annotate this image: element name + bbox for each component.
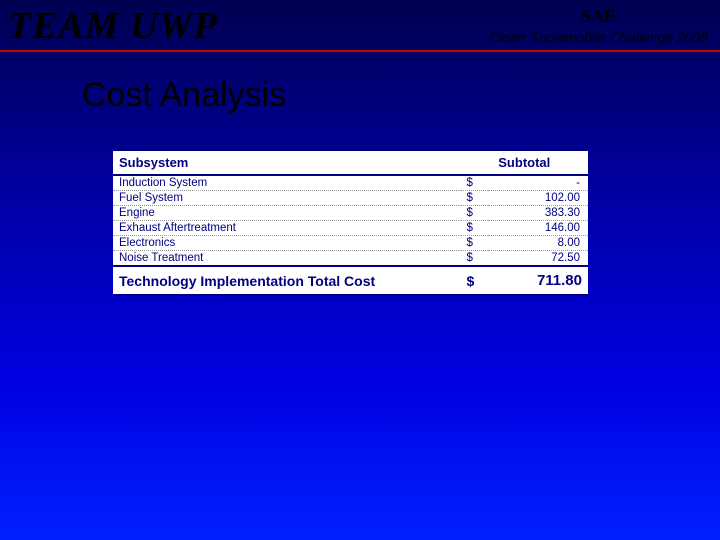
currency-symbol: $: [461, 191, 489, 206]
table-row: Electronics $ 8.00: [113, 236, 588, 251]
table-row: Fuel System $ 102.00: [113, 191, 588, 206]
cost-table: Subsystem Subtotal Induction System $ - …: [113, 149, 588, 296]
table-row: Noise Treatment $ 72.50: [113, 251, 588, 267]
table-total-row: Technology Implementation Total Cost $ 7…: [113, 266, 588, 295]
table-row: Induction System $ -: [113, 175, 588, 191]
row-amount: 8.00: [488, 236, 588, 251]
total-label: Technology Implementation Total Cost: [113, 266, 461, 295]
row-amount: 102.00: [488, 191, 588, 206]
row-amount: 72.50: [488, 251, 588, 267]
col-subtotal: Subtotal: [461, 150, 588, 175]
table-row: Exhaust Aftertreatment $ 146.00: [113, 221, 588, 236]
challenge-label: Clean Snowmobile Challenge 2005: [489, 29, 708, 45]
total-amount: 711.80: [488, 266, 588, 295]
currency-symbol: $: [461, 266, 489, 295]
currency-symbol: $: [461, 251, 489, 267]
row-name: Fuel System: [113, 191, 461, 206]
table-header-row: Subsystem Subtotal: [113, 150, 588, 175]
cost-table-container: Subsystem Subtotal Induction System $ - …: [113, 149, 588, 296]
row-name: Induction System: [113, 175, 461, 191]
row-name: Exhaust Aftertreatment: [113, 221, 461, 236]
col-subsystem: Subsystem: [113, 150, 461, 175]
header-right: SAE Clean Snowmobile Challenge 2005: [489, 4, 708, 45]
currency-symbol: $: [461, 221, 489, 236]
team-title: TEAM UWP: [8, 4, 218, 48]
row-name: Engine: [113, 206, 461, 221]
row-name: Electronics: [113, 236, 461, 251]
header-bar: TEAM UWP SAE Clean Snowmobile Challenge …: [0, 0, 720, 52]
currency-symbol: $: [461, 236, 489, 251]
currency-symbol: $: [461, 206, 489, 221]
row-amount: -: [488, 175, 588, 191]
slide-title: Cost Analysis: [82, 76, 720, 115]
row-amount: 383.30: [488, 206, 588, 221]
row-name: Noise Treatment: [113, 251, 461, 267]
currency-symbol: $: [461, 175, 489, 191]
table-row: Engine $ 383.30: [113, 206, 588, 221]
sae-label: SAE: [489, 6, 708, 27]
row-amount: 146.00: [488, 221, 588, 236]
table-body: Induction System $ - Fuel System $ 102.0…: [113, 175, 588, 295]
